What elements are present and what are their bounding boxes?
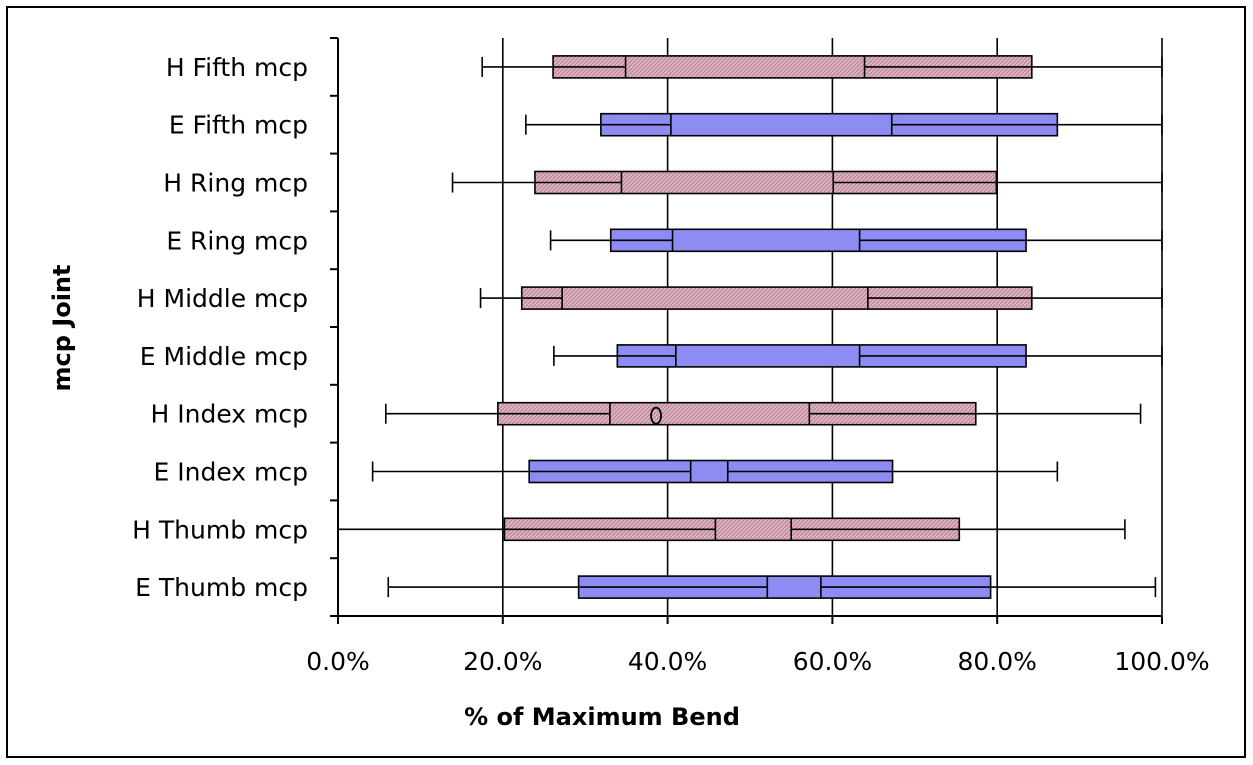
box-h-index-mcp <box>384 401 1142 426</box>
box-series <box>337 55 1163 599</box>
x-tick-label-4: 80.0% <box>957 647 1036 676</box>
outlier-marker <box>650 406 662 425</box>
x-tick-label-0: 0.0% <box>306 647 370 676</box>
category-labels: H Fifth mcp E Fifth mcp H Ring mcp E Ring m… <box>132 53 308 602</box>
box-h-fifth-mcp <box>481 55 1163 79</box>
x-tick-label-5: 100.0% <box>1114 647 1209 676</box>
category-label-7: E Index mcp <box>154 458 308 487</box>
category-label-6: H Index mcp <box>151 400 308 429</box>
chart-frame: H Fifth mcp E Fifth mcp H Ring mcp E Ring m… <box>6 6 1246 758</box>
x-axis-title: % of Maximum Bend <box>464 703 740 731</box>
box-e-thumb-mcp <box>387 575 1157 599</box>
box-h-thumb-mcp <box>337 517 1126 542</box>
y-axis-title: mcp Joint <box>48 265 76 392</box>
category-label-1: E Fifth mcp <box>169 111 308 140</box>
x-tick-label-2: 40.0% <box>628 647 707 676</box>
category-label-2: H Ring mcp <box>163 169 308 198</box>
category-label-0: H Fifth mcp <box>166 53 308 82</box>
box-e-index-mcp <box>371 459 1059 484</box>
x-tick-labels: 0.0% 20.0% 40.0% 60.0% 80.0% 100.0% <box>306 647 1209 676</box>
box-e-fifth-mcp <box>525 112 1163 137</box>
category-label-3: E Ring mcp <box>166 226 308 255</box>
category-label-5: E Middle mcp <box>140 342 308 371</box>
category-label-4: H Middle mcp <box>137 284 308 313</box>
box-e-middle-mcp <box>553 344 1163 368</box>
category-label-8: H Thumb mcp <box>132 515 308 544</box>
box-h-middle-mcp <box>479 286 1163 310</box>
axes <box>330 37 1163 624</box>
box-e-ring-mcp <box>549 228 1163 253</box>
x-tick-label-1: 20.0% <box>463 647 542 676</box>
x-tick-label-3: 60.0% <box>793 647 872 676</box>
category-label-9: E Thumb mcp <box>135 573 308 602</box>
box-plot-chart: H Fifth mcp E Fifth mcp H Ring mcp E Ring m… <box>48 37 1210 731</box>
box-h-ring-mcp <box>451 170 1163 195</box>
